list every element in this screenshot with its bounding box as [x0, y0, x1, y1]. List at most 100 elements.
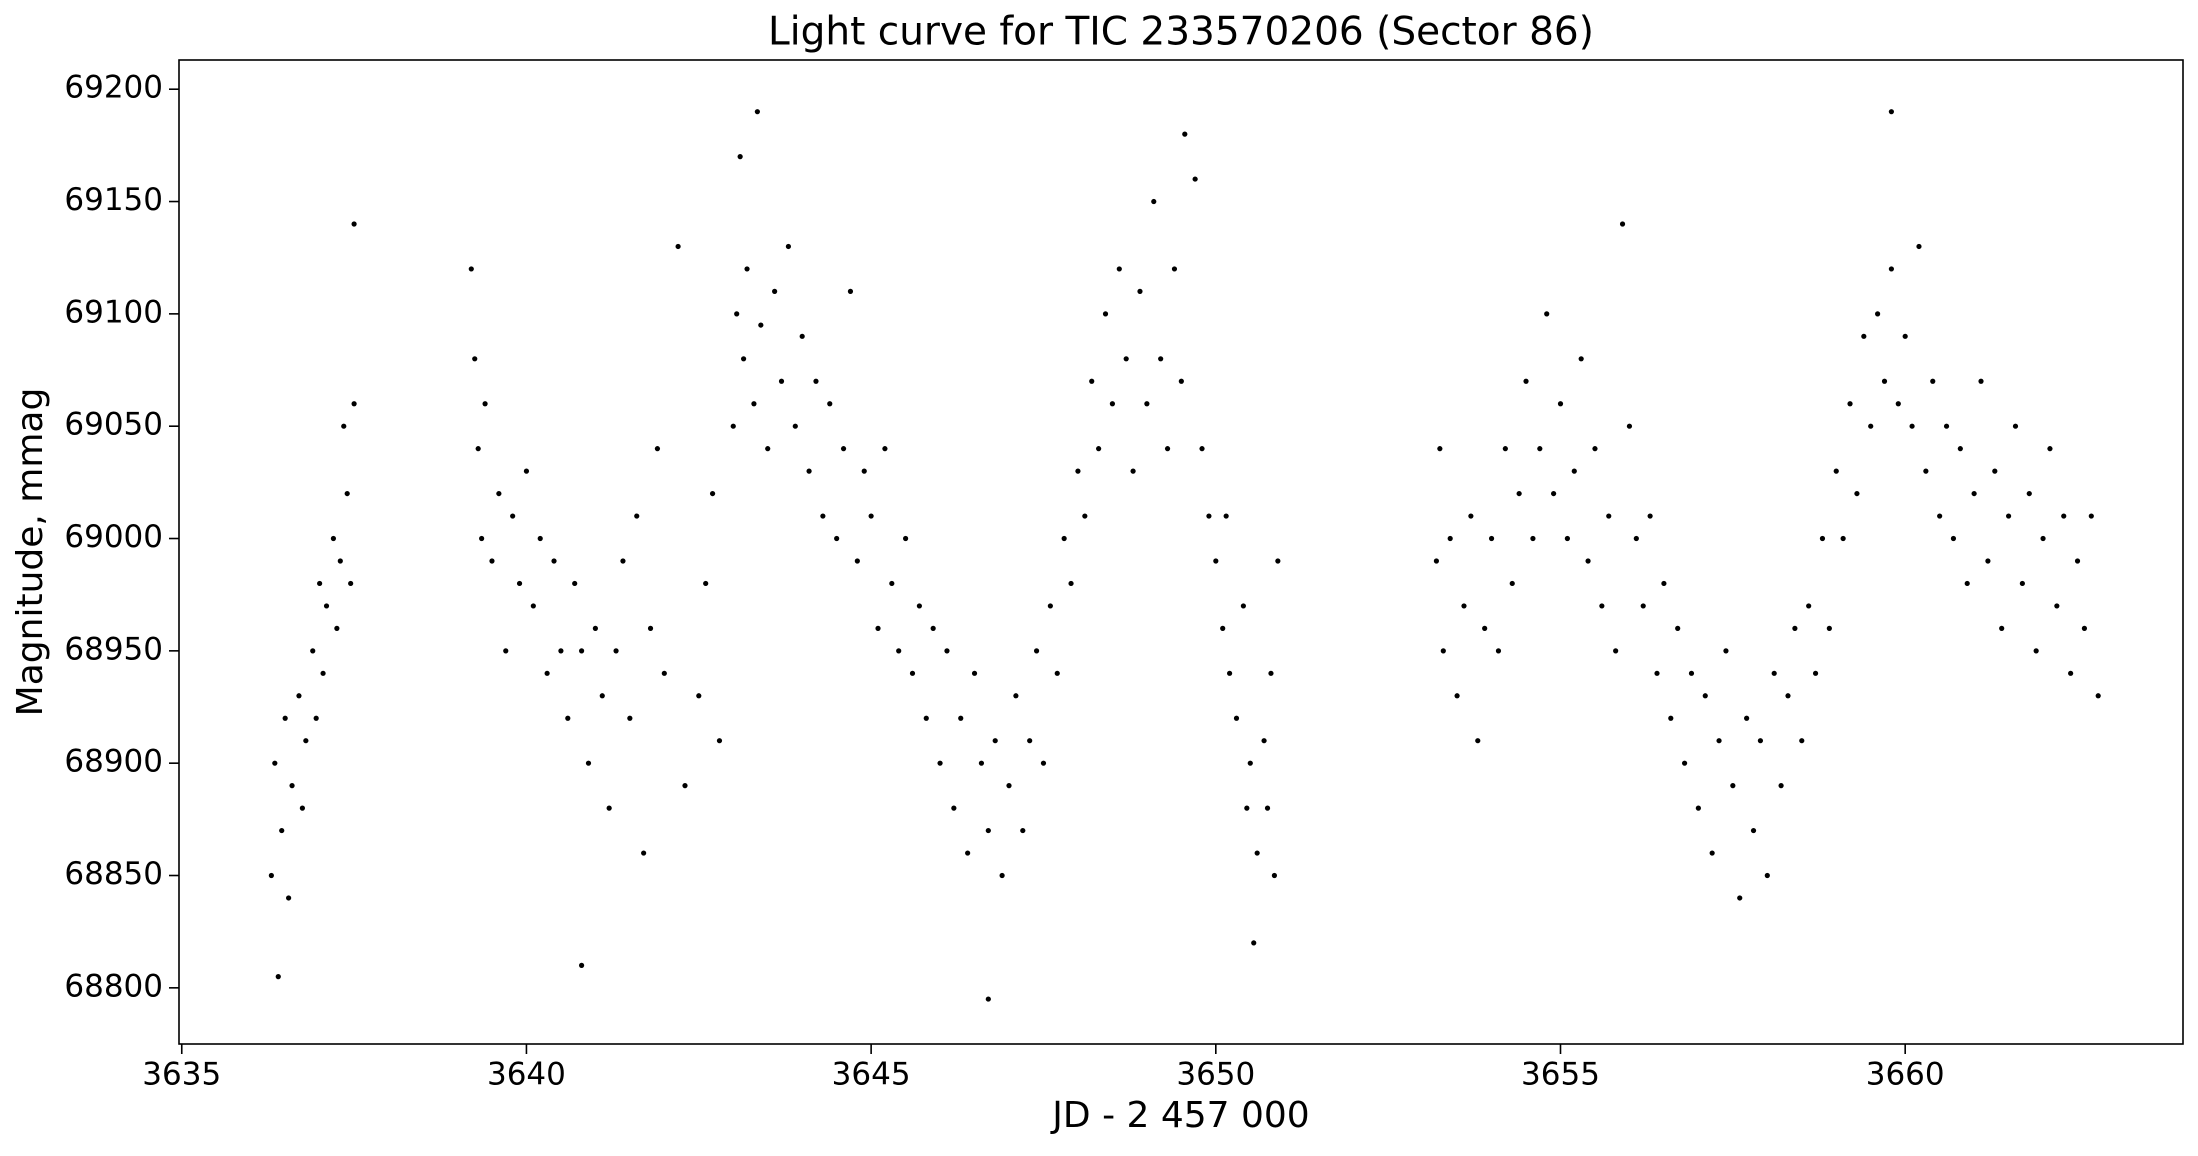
point: [1551, 490, 1557, 497]
point: [1881, 378, 1888, 384]
point: [916, 603, 922, 609]
point: [1847, 401, 1853, 407]
point: [1654, 670, 1660, 676]
point: [1523, 378, 1529, 384]
point: [544, 670, 550, 676]
point: [751, 401, 757, 407]
point: [1895, 401, 1901, 407]
point: [1854, 490, 1860, 497]
x-tick-label: 3655: [1521, 1057, 1600, 1093]
point: [620, 558, 626, 564]
point: [1950, 535, 1957, 542]
point: [1047, 603, 1053, 609]
point: [1557, 401, 1564, 407]
point: [847, 288, 854, 294]
point: [1585, 558, 1591, 564]
point: [565, 715, 571, 721]
point: [1702, 693, 1708, 699]
y-tick-label: 69050: [64, 407, 163, 443]
point: [1233, 715, 1240, 721]
point: [523, 468, 530, 474]
point: [985, 827, 991, 834]
point: [1433, 558, 1440, 564]
point: [861, 468, 867, 474]
y-tick-label: 68800: [64, 968, 163, 1004]
y-tick-label: 69150: [64, 182, 163, 218]
point: [1054, 670, 1060, 676]
point: [965, 850, 971, 856]
point: [572, 580, 578, 587]
x-tick-label: 3650: [1176, 1057, 1255, 1093]
point: [1937, 513, 1943, 519]
point: [317, 580, 323, 587]
point: [1888, 109, 1894, 115]
point: [279, 827, 285, 834]
point: [737, 154, 743, 160]
point: [1033, 648, 1040, 654]
point: [613, 648, 619, 654]
points: [268, 109, 2101, 1002]
point: [1220, 625, 1226, 631]
point: [1695, 805, 1701, 811]
point: [971, 670, 978, 676]
point: [778, 378, 785, 384]
point: [875, 625, 881, 631]
point: [1199, 446, 1205, 452]
point: [1509, 580, 1515, 587]
point: [1268, 670, 1274, 676]
point: [1647, 513, 1653, 519]
point: [889, 580, 895, 587]
y-tick-label: 68850: [64, 856, 163, 892]
x-tick-label: 3635: [142, 1057, 221, 1093]
point: [337, 558, 343, 564]
point: [530, 603, 536, 609]
point: [1875, 311, 1881, 317]
point: [1530, 535, 1536, 542]
point: [1964, 580, 1970, 587]
point: [930, 625, 936, 631]
point: [351, 221, 357, 227]
point: [827, 401, 833, 407]
point: [1137, 288, 1143, 294]
point: [1640, 603, 1646, 609]
point: [1151, 198, 1157, 205]
point: [1992, 468, 1998, 474]
point: [854, 558, 860, 564]
point: [1020, 827, 1026, 834]
point: [985, 996, 991, 1002]
point: [792, 423, 798, 429]
point: [272, 760, 278, 766]
point: [503, 648, 509, 654]
point: [341, 423, 347, 429]
point: [2012, 423, 2019, 429]
point: [1213, 558, 1219, 564]
point: [1606, 513, 1612, 519]
point: [1251, 940, 1257, 946]
x-tick-label: 3640: [487, 1057, 566, 1093]
point: [320, 670, 326, 676]
point: [1750, 827, 1757, 834]
point: [1578, 356, 1584, 362]
point: [1264, 805, 1271, 811]
point: [765, 446, 771, 452]
point: [1826, 625, 1832, 631]
point: [1923, 468, 1929, 474]
point: [799, 333, 805, 339]
point: [303, 738, 309, 744]
point: [2068, 670, 2074, 676]
point: [551, 558, 557, 564]
point: [585, 760, 592, 766]
plot-frame: [178, 59, 2184, 1045]
point: [1482, 625, 1488, 631]
point: [282, 715, 288, 721]
point: [1495, 648, 1502, 654]
point: [730, 423, 736, 429]
point: [1792, 625, 1798, 631]
x-tick-label: 3645: [832, 1057, 911, 1093]
point: [1275, 558, 1281, 564]
point: [1688, 670, 1695, 676]
point: [1571, 468, 1577, 474]
y-axis-label: Magnitude, mmag: [10, 388, 51, 717]
point: [1013, 693, 1019, 699]
point: [1916, 243, 1922, 250]
